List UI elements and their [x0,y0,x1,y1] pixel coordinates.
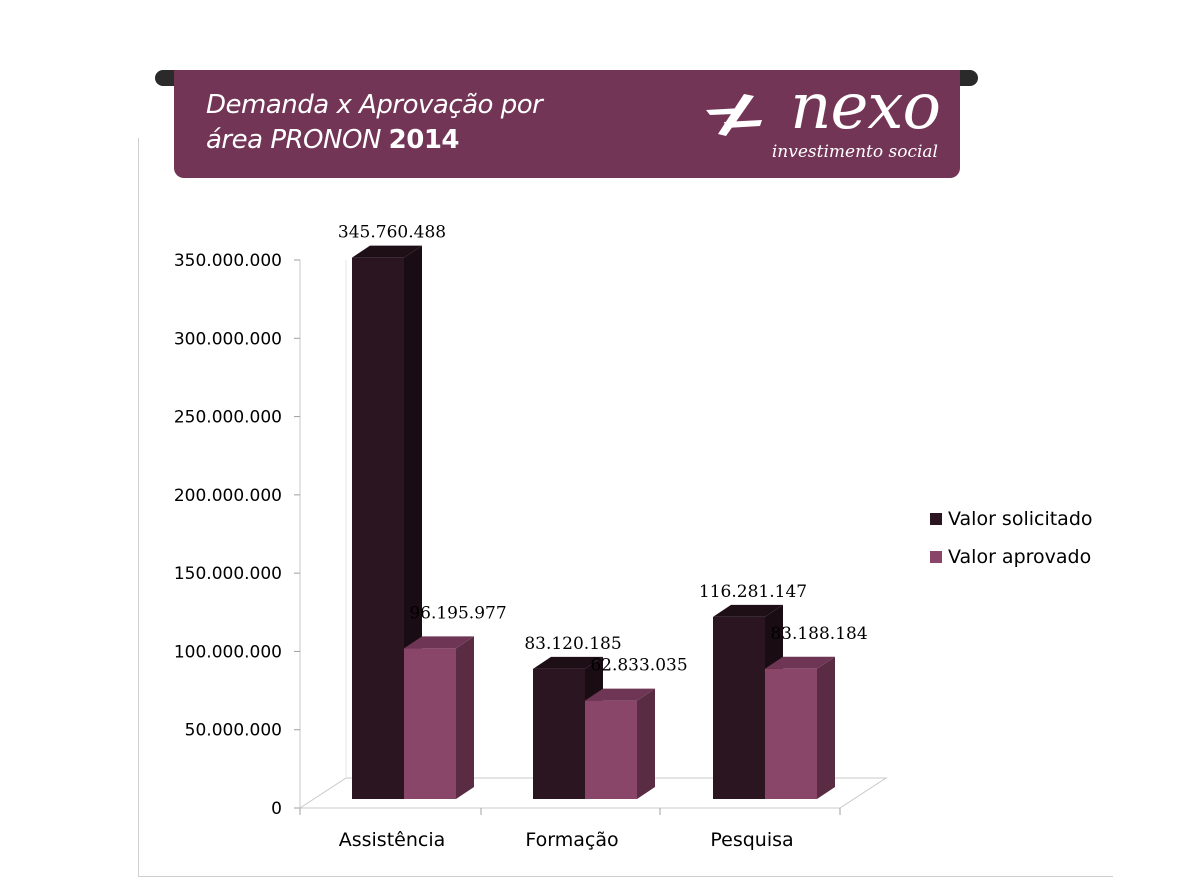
y-tick-label: 250.000.000 [174,408,282,428]
data-label: 345.760.488 [338,223,446,243]
data-label: 96.195.977 [409,603,506,623]
chart-title-line2-prefix: área PRONON [206,125,381,155]
legend-label-valor-aprovado: Valor aprovado [948,546,1092,568]
bar-pesquisa-aprovado-top [765,656,835,669]
bar-assistncia-aprovado [404,648,456,799]
data-label: 83.188.184 [770,624,867,644]
legend-item-valor-solicitado: Valor solicitado [930,500,1093,538]
data-label: 116.281.147 [699,582,807,602]
bar-assistncia-aprovado-side [456,636,474,799]
chart-title: Demanda x Aprovação por área PRONON 2014 [206,88,543,158]
logo-subtitle: investimento social [771,142,938,162]
chart-legend: Valor solicitado Valor aprovado [930,500,1093,576]
legend-swatch-valor-solicitado [930,513,942,525]
y-tick-label: 150.000.000 [174,564,282,584]
chart-title-line1: Demanda x Aprovação por [206,90,543,120]
bar-formao-aprovado [585,700,637,799]
nexo-logo-mark-icon [706,94,762,136]
chart-title-year: 2014 [388,125,460,155]
chart-title-line2: área PRONON 2014 [206,123,542,158]
legend-item-valor-aprovado: Valor aprovado [930,538,1093,576]
x-category-label: Assistência [339,829,446,851]
x-category-label: Pesquisa [710,829,793,851]
chart-frame-left-border [138,138,139,876]
y-tick-label: 50.000.000 [185,721,282,741]
chart-frame-bottom-border [138,876,1113,877]
y-tick-label: 0 [271,799,282,819]
bar-pesquisa-solicitado [713,616,765,799]
bar-pesquisa-aprovado-side [817,656,835,799]
chart-bars [352,245,835,799]
bar-assistncia-solicitado [352,257,404,799]
bar-formao-aprovado-side [637,688,655,799]
title-banner: Demanda x Aprovação por área PRONON 2014… [174,70,960,178]
bar-pesquisa-solicitado-top [713,604,783,617]
bar-formao-aprovado-top [585,688,655,701]
data-label: 83.120.185 [524,634,621,654]
x-category-label: Formação [525,829,618,851]
y-tick-label: 350.000.000 [174,251,282,271]
bar-pesquisa-aprovado [765,668,817,799]
bar-formao-solicitado-top [533,656,603,669]
data-label: 62.833.035 [590,656,687,676]
logo-wordmark: nexo [790,70,941,144]
bar-assistncia-solicitado-top [352,245,422,258]
chart-labels: 0 50.000.000 100.000.000 150.000.000 200.000… [174,223,868,851]
y-tick-label: 300.000.000 [174,329,282,349]
legend-label-valor-solicitado: Valor solicitado [948,508,1093,530]
legend-swatch-valor-aprovado [930,551,942,563]
nexo-logo: nexo investimento social [700,72,941,170]
y-tick-label: 200.000.000 [174,486,282,506]
y-tick-label: 100.000.000 [174,642,282,662]
bar-assistncia-aprovado-top [404,636,474,649]
bar-formao-solicitado [533,668,585,799]
